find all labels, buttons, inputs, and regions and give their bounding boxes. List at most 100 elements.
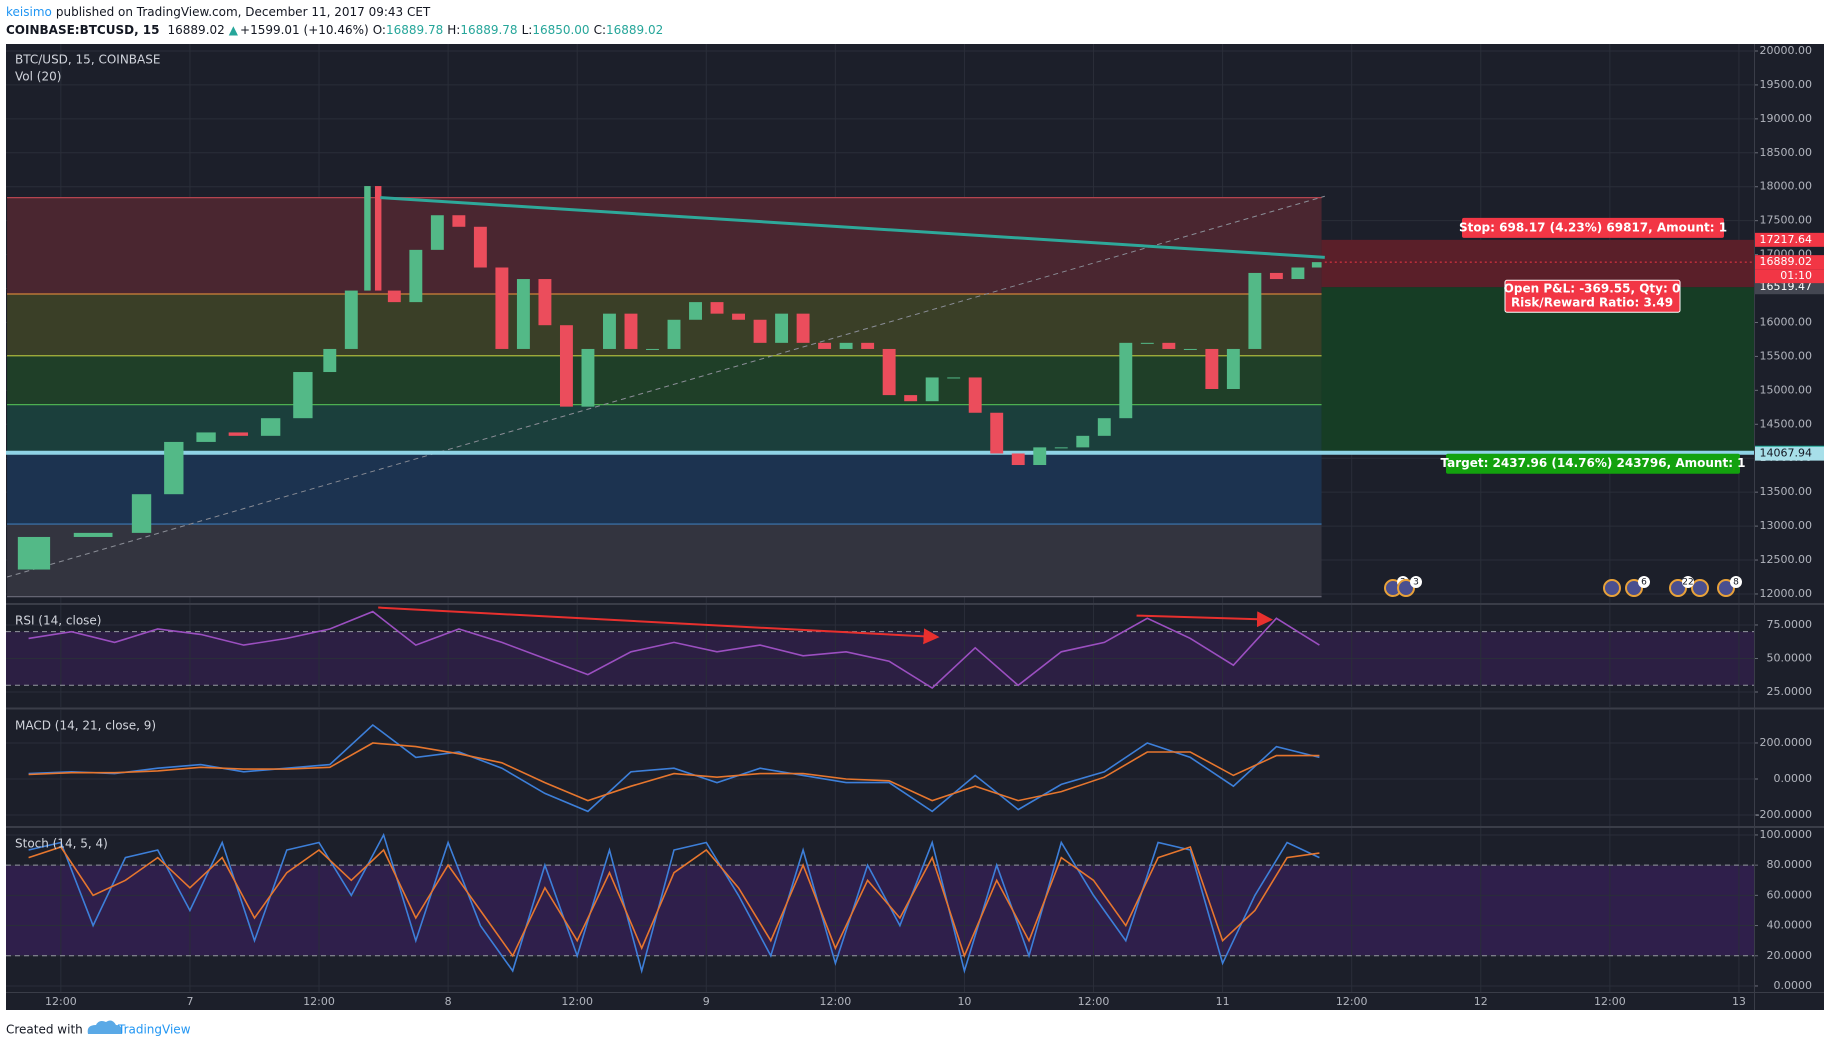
y-tick-label: 50.0000 [1767, 651, 1813, 664]
pane [6, 44, 1754, 603]
event-count-badge [1410, 576, 1422, 588]
candle [1226, 348, 1240, 389]
candle [260, 418, 281, 436]
candle [430, 215, 444, 250]
y-tick-label: 12000.00 [1760, 587, 1813, 600]
candle [689, 302, 702, 320]
price-label-box [1755, 232, 1824, 247]
y-tick-label: 100.0000 [1760, 828, 1813, 841]
symbol-line: COINBASE:BTCUSD, 15 16889.02 ▲ +1599.01 (+1… [6, 23, 663, 37]
candle [1162, 342, 1176, 349]
countdown: 01:10 [1780, 269, 1812, 282]
x-tick-label: 7 [186, 995, 193, 1008]
candle [196, 432, 216, 442]
candle [1033, 447, 1047, 466]
candle [925, 377, 939, 402]
y-tick-label: 16000.00 [1760, 315, 1813, 328]
footer-text: Created with [6, 1023, 83, 1037]
event-count: 6 [1641, 578, 1647, 588]
target-callout-text: Target: 2437.96 (14.76%) 243796, Amount:… [1440, 456, 1745, 470]
candle [452, 215, 466, 227]
y-tick-label: 20000.00 [1760, 44, 1813, 57]
candle [164, 441, 184, 495]
candle [1011, 453, 1025, 466]
event-icon[interactable] [1669, 579, 1687, 597]
candle [131, 494, 152, 533]
y-tick-label: 13500.00 [1760, 485, 1813, 498]
x-tick-label: 12:00 [45, 995, 77, 1008]
x-tick-label: 12:00 [303, 995, 335, 1008]
candle [796, 313, 810, 343]
y-tick-label: 60.0000 [1767, 888, 1813, 901]
pane-title: MACD (14, 21, close, 9) [15, 719, 156, 733]
y-tick-label: 0.0000 [1774, 979, 1813, 992]
candle [364, 186, 371, 291]
annotation-arrow [378, 606, 940, 645]
series-line [28, 723, 1320, 813]
series-line [28, 742, 1320, 802]
candle [495, 267, 509, 349]
logo[interactable] [87, 1020, 123, 1034]
candle [1311, 262, 1322, 268]
author[interactable]: keisimo [6, 5, 52, 19]
pane [6, 605, 1754, 707]
candle [624, 313, 638, 349]
pnl-callout-text: Open P&L: -369.55, Qty: 0 [1504, 282, 1681, 296]
y-tick-label: 15500.00 [1760, 349, 1813, 362]
y-tick-label: 14500.00 [1760, 417, 1813, 430]
candle [818, 342, 832, 349]
event-icon[interactable] [1625, 579, 1643, 597]
candle [947, 377, 961, 379]
candle [344, 290, 358, 349]
candle [775, 313, 789, 343]
ohlc-label: O: [373, 23, 386, 37]
x-tick-label: 12:00 [1336, 995, 1368, 1008]
x-tick-label: 10 [957, 995, 971, 1008]
candle [516, 279, 530, 349]
ohlc-label: L: [522, 23, 533, 37]
candle [1076, 435, 1090, 448]
x-tick-label: 8 [445, 995, 452, 1008]
target-zone [1321, 287, 1754, 453]
price-label: 16519.47 [1760, 280, 1813, 293]
event-icon [1603, 579, 1621, 597]
candle [1291, 267, 1305, 280]
series-line [28, 832, 1320, 975]
y-tick-label: 25.0000 [1767, 685, 1813, 698]
footer-brand[interactable]: TradingView [117, 1023, 191, 1037]
ohlc-value: 16889.78 [460, 23, 517, 37]
pane-title: RSI (14, close) [15, 614, 101, 628]
candle [17, 536, 51, 570]
candle [839, 342, 853, 349]
event-count-badge [1730, 576, 1742, 588]
y-tick-label: 0.0000 [1774, 772, 1813, 785]
countdown-box [1755, 269, 1824, 284]
event-count: 8 [1733, 578, 1739, 588]
x-tick-label: 13 [1732, 995, 1746, 1008]
event-count-badge [1638, 576, 1650, 588]
candle [904, 395, 918, 402]
event-count: 22 [1682, 578, 1693, 588]
candle [1140, 342, 1154, 344]
candle [323, 348, 337, 373]
ohlc-label: H: [447, 23, 460, 37]
publish-line: keisimo published on TradingView.com, Dec… [6, 5, 431, 19]
price-label: 17217.64 [1760, 233, 1813, 246]
candle [667, 319, 681, 349]
candle [861, 342, 875, 349]
y-tick-label: 17500.00 [1760, 214, 1813, 227]
change-arrow: ▲ [229, 23, 239, 37]
y-tick-label: 19500.00 [1760, 78, 1813, 91]
candle [387, 290, 401, 303]
ratio-callout-text: Risk/Reward Ratio: 3.49 [1511, 296, 1673, 310]
y-tick-label: 80.0000 [1767, 858, 1813, 871]
event-icon[interactable] [1397, 579, 1415, 597]
price-label: 16889.02 [1760, 255, 1813, 268]
event-count-badge [1682, 576, 1694, 588]
candle [374, 186, 382, 291]
chart-layer: 12000.0012500.0013000.0013500.0014000.00… [6, 44, 1824, 1008]
y-tick-label: 18000.00 [1760, 180, 1813, 193]
event-icon[interactable] [1717, 579, 1735, 597]
ohlc-value: 16889.78 [386, 23, 443, 37]
event-count: 3 [1413, 578, 1419, 588]
